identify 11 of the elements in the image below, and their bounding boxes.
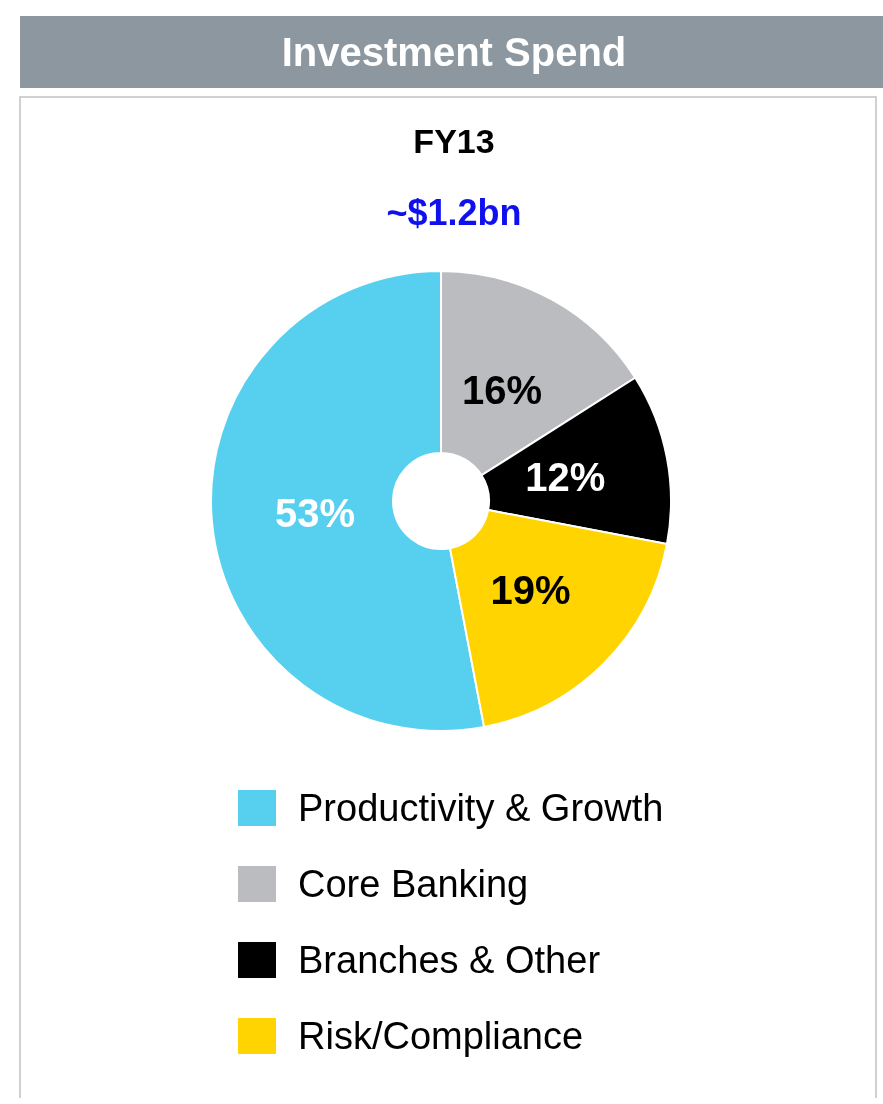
text: ~$1.2bn xyxy=(386,191,522,233)
data-label: 19% xyxy=(490,568,571,613)
legend-label: Risk/Compliance xyxy=(298,1015,584,1057)
legend-label: Branches & Other xyxy=(298,939,601,981)
chart-title: Investment Spend xyxy=(281,30,627,74)
data-label: 12% xyxy=(525,455,606,500)
chart-subtitle: FY13 xyxy=(413,122,495,160)
data-label: 16% xyxy=(461,368,542,413)
data-label: 53% xyxy=(275,490,356,535)
legend-label: Productivity & Growth xyxy=(298,787,664,829)
legend-label: Core Banking xyxy=(298,863,529,905)
